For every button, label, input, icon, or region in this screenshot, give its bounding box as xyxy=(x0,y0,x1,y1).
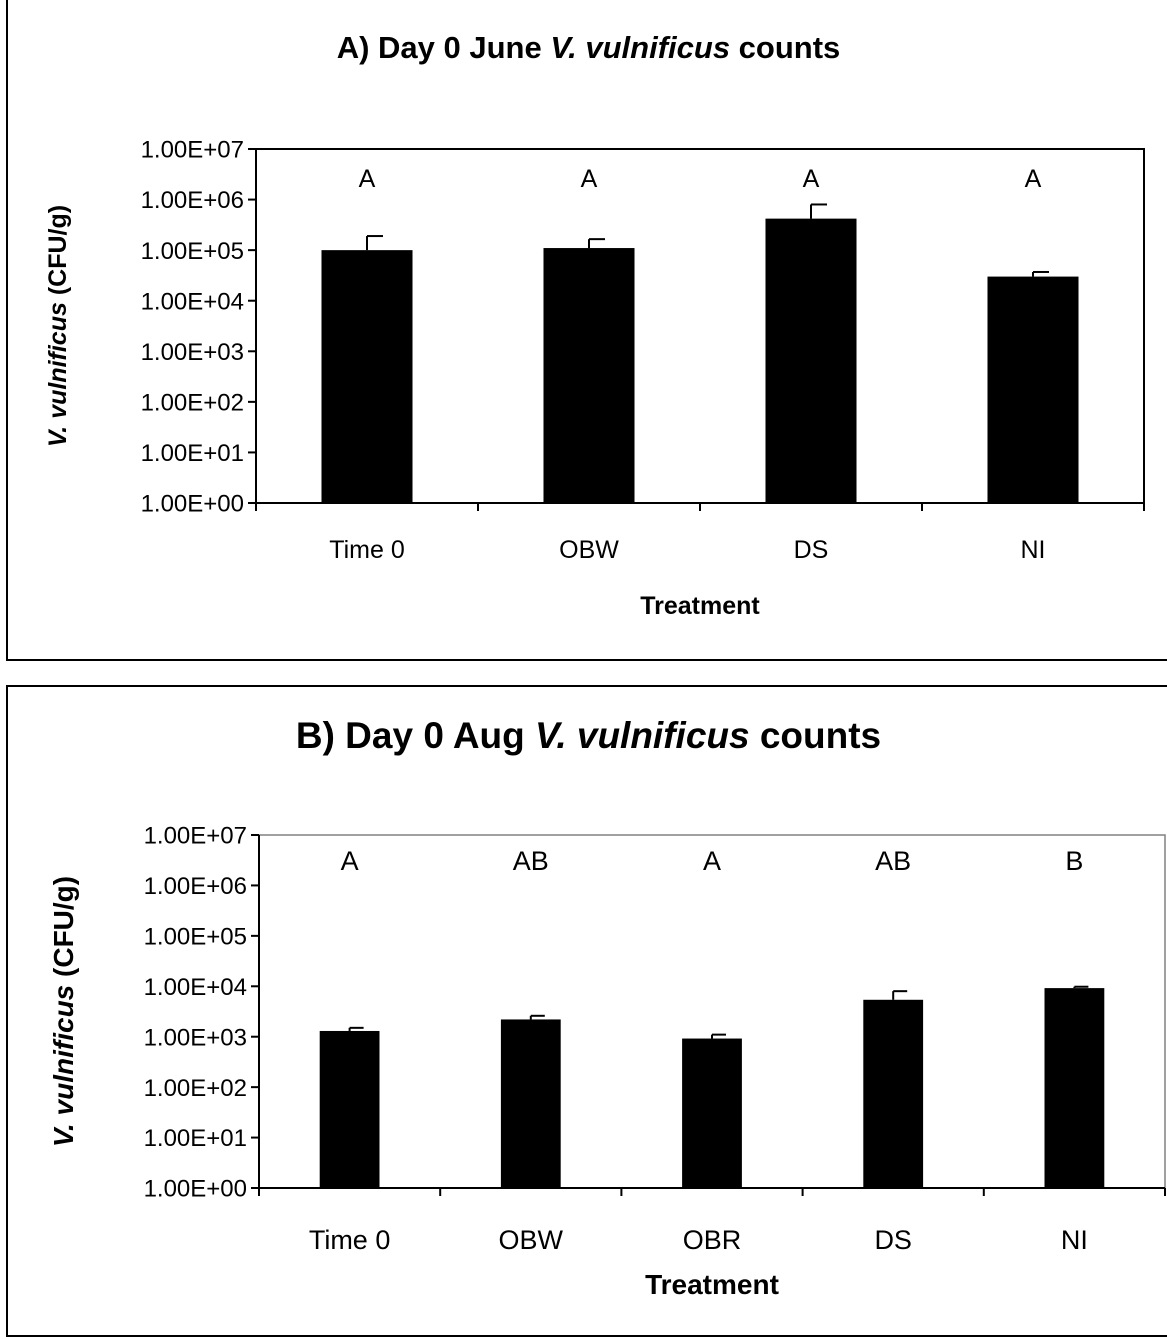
bar-b-obr xyxy=(682,1038,742,1188)
significance-letter-a: A xyxy=(359,165,376,193)
bar-a-ds xyxy=(765,218,857,503)
x-tick-label-b: Time 0 xyxy=(309,1225,391,1255)
y-tick-label-a: 1.00E+01 xyxy=(141,440,244,467)
bar-b-time-0 xyxy=(319,1030,380,1188)
chart-b-svg: 1.00E+00 1.00E+01 1.00E+02 1.00E+03 1.00E+04… xyxy=(48,823,1166,1300)
chart-panel-b: B) Day 0 Aug V. vulnificus counts 1.00E+… xyxy=(6,685,1167,1337)
x-axis-label-a: Treatment xyxy=(640,592,760,620)
y-axis-label-species-b: V. vulnificus xyxy=(48,985,79,1147)
chart-panel-a: A) Day 0 June V. vulnificus counts 1.00E… xyxy=(6,0,1167,661)
y-tick-label-b: 1.00E+06 xyxy=(144,873,247,900)
chart-a-svg: 1.00E+00 1.00E+01 1.00E+02 1.00E+03 1.00E+04… xyxy=(44,137,1145,620)
y-tick-label-b: 1.00E+05 xyxy=(144,923,247,950)
y-tick-label-b: 1.00E+04 xyxy=(144,974,247,1001)
title-b-species: V. vulnificus xyxy=(535,715,750,756)
y-tick-label-b: 1.00E+01 xyxy=(144,1125,247,1152)
title-a-prefix: A) Day 0 June xyxy=(336,30,551,65)
significance-letter-a: A xyxy=(1025,165,1042,193)
significance-letter-b: AB xyxy=(513,846,549,876)
x-tick-label-b: OBR xyxy=(683,1225,742,1255)
y-axis-label-b: V. vulnificus (CFU/g) xyxy=(48,876,79,1147)
y-axis-label-species-a: V. vulnificus xyxy=(44,302,72,447)
significance-letter-b: A xyxy=(341,846,359,876)
x-tick-label-b: NI xyxy=(1061,1225,1088,1255)
significance-letter-a: A xyxy=(581,165,598,193)
y-tick-label-b: 1.00E+00 xyxy=(144,1176,247,1203)
chart-title-b: B) Day 0 Aug V. vulnificus counts xyxy=(8,715,1167,757)
bar-b-ni xyxy=(1044,988,1105,1188)
significance-letter-b: B xyxy=(1065,846,1083,876)
x-tick-label-a: DS xyxy=(794,536,829,564)
title-a-species: V. vulnificus xyxy=(550,30,731,65)
y-axis-label-a: V. vulnificus (CFU/g) xyxy=(44,205,72,447)
y-axis-label-unit-a: (CFU/g) xyxy=(44,205,72,302)
significance-letter-a: A xyxy=(803,165,820,193)
y-tick-label-a: 1.00E+05 xyxy=(141,238,244,265)
y-axis-label-unit-b: (CFU/g) xyxy=(48,876,79,985)
y-tick-label-a: 1.00E+07 xyxy=(141,137,244,164)
y-tick-label-a: 1.00E+02 xyxy=(141,389,244,416)
y-tick-label-b: 1.00E+07 xyxy=(144,823,247,850)
y-tick-label-a: 1.00E+00 xyxy=(141,491,244,518)
title-a-suffix: counts xyxy=(730,30,841,65)
x-axis-label-b: Treatment xyxy=(645,1269,779,1300)
y-tick-label-a: 1.00E+06 xyxy=(141,187,244,214)
significance-letter-b: A xyxy=(703,846,721,876)
significance-letter-b: AB xyxy=(875,846,911,876)
x-tick-label-a: NI xyxy=(1021,536,1046,564)
y-tick-label-b: 1.00E+03 xyxy=(144,1024,247,1051)
x-tick-label-a: Time 0 xyxy=(329,536,404,564)
bar-a-obw xyxy=(543,248,635,503)
bar-a-time-0 xyxy=(321,250,413,503)
title-b-prefix: B) Day 0 Aug xyxy=(295,715,536,756)
bar-b-obw xyxy=(500,1019,561,1188)
x-tick-label-a: OBW xyxy=(559,536,619,564)
y-tick-label-a: 1.00E+03 xyxy=(141,339,244,366)
bar-a-ni xyxy=(987,276,1079,503)
y-tick-label-a: 1.00E+04 xyxy=(141,288,244,315)
title-b-suffix: counts xyxy=(749,715,882,756)
y-tick-label-b: 1.00E+02 xyxy=(144,1075,247,1102)
x-tick-label-b: OBW xyxy=(499,1225,564,1255)
bar-b-ds xyxy=(863,999,924,1188)
x-tick-label-b: DS xyxy=(874,1225,912,1255)
chart-title-a: A) Day 0 June V. vulnificus counts xyxy=(8,30,1167,66)
